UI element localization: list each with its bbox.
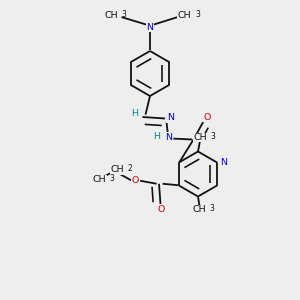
Text: O: O — [132, 176, 139, 184]
Text: CH: CH — [110, 165, 124, 174]
Text: 3: 3 — [122, 10, 126, 19]
Text: O: O — [157, 205, 164, 214]
Text: N: N — [220, 158, 227, 167]
Text: O: O — [203, 113, 210, 122]
Text: H: H — [153, 132, 160, 141]
Text: CH: CH — [193, 205, 206, 214]
Text: CH: CH — [93, 175, 106, 184]
Text: CH: CH — [178, 11, 191, 20]
Text: CH: CH — [194, 133, 207, 142]
Text: 3: 3 — [211, 132, 215, 141]
Text: 2: 2 — [127, 164, 132, 173]
Text: 3: 3 — [110, 174, 115, 183]
Text: H: H — [131, 110, 139, 118]
Text: N: N — [167, 113, 174, 122]
Text: N: N — [165, 133, 172, 142]
Text: CH: CH — [104, 11, 118, 20]
Text: 3: 3 — [210, 204, 214, 213]
Text: N: N — [146, 22, 154, 32]
Text: 3: 3 — [195, 10, 200, 19]
